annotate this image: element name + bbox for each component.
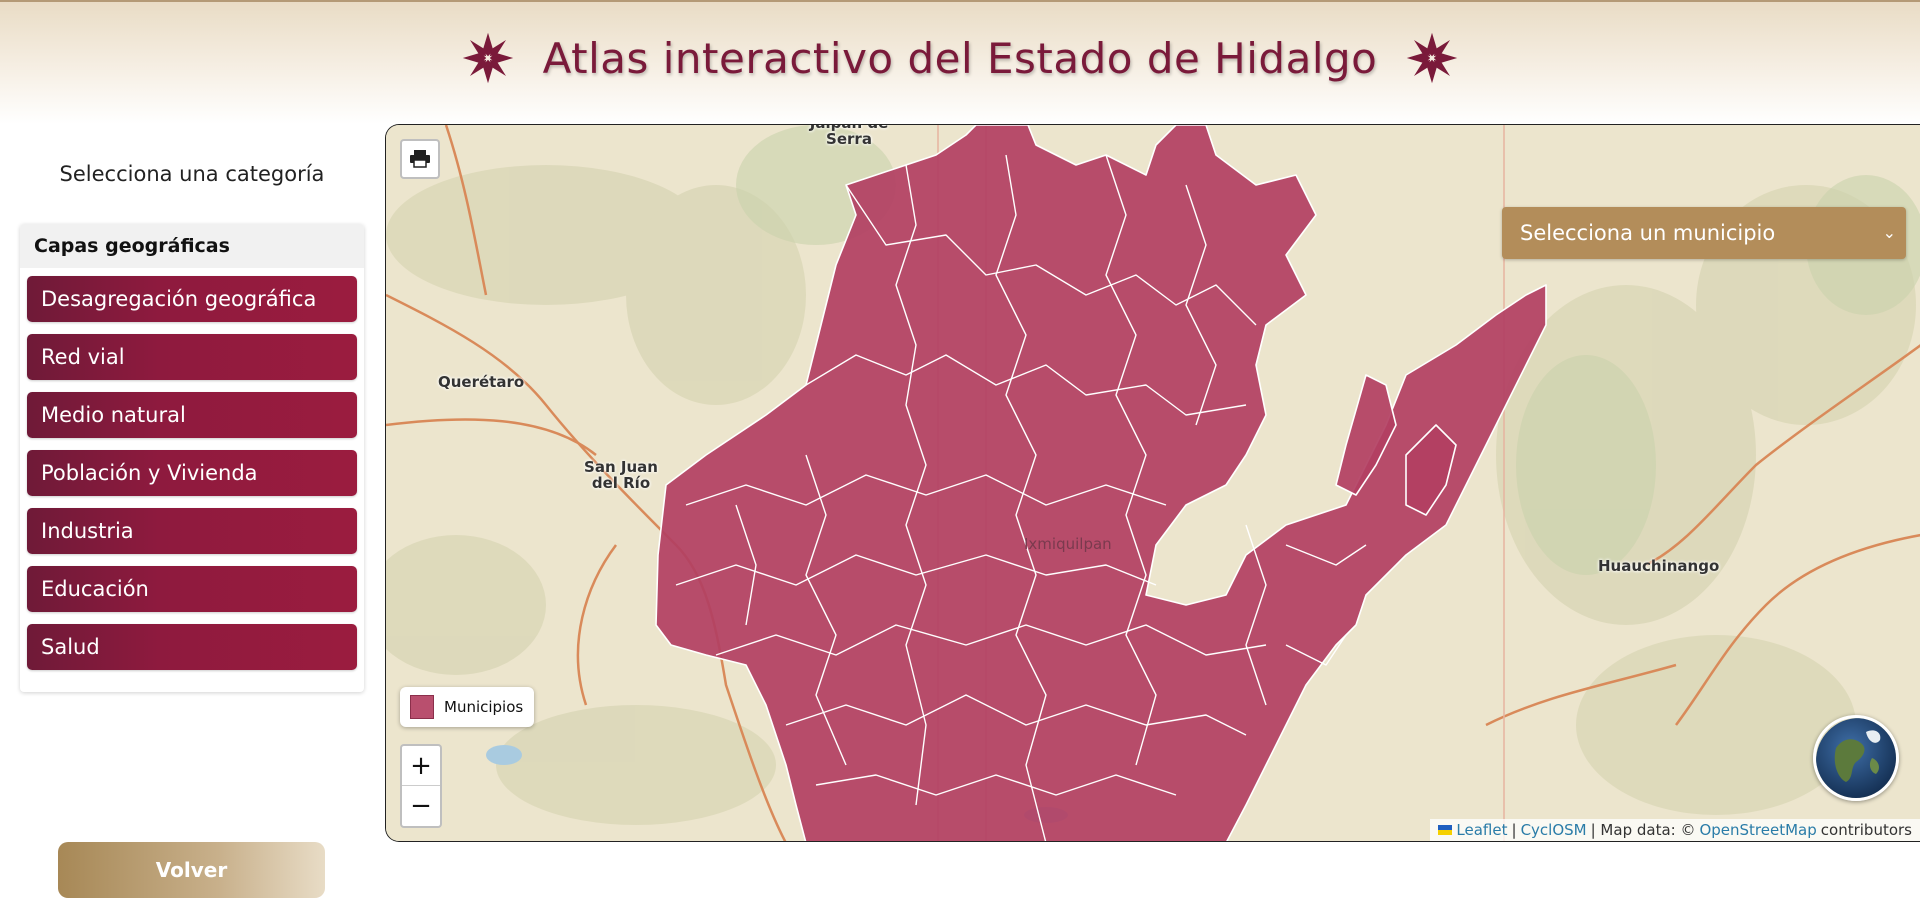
map-attribution: Leaflet | CyclOSM | Map data: © OpenStre… — [1430, 819, 1920, 841]
ornament-star-icon — [462, 32, 513, 84]
title-wrap: Atlas interactivo del Estado de Hidalgo — [0, 26, 1920, 90]
attribution-contributors: contributors — [1820, 821, 1912, 839]
zoom-control: + − — [400, 744, 442, 828]
category-button-educacion[interactable]: Educación — [27, 566, 357, 612]
zoom-in-button[interactable]: + — [402, 746, 440, 786]
place-label-ixmiquilpan: Ixmiquilpan — [1024, 535, 1112, 553]
category-button-poblacion[interactable]: Población y Vivienda — [27, 450, 357, 496]
chevron-down-icon: ⌄ — [1882, 223, 1896, 242]
print-icon — [410, 150, 430, 168]
place-label-huauchinango: Huauchinango — [1598, 557, 1720, 575]
basemap-switcher[interactable] — [1813, 715, 1899, 801]
leaflet-link[interactable]: Leaflet — [1456, 821, 1508, 839]
zoom-out-button[interactable]: − — [410, 791, 432, 821]
attribution-sep: | — [1511, 821, 1517, 839]
category-button-red-vial[interactable]: Red vial — [27, 334, 357, 380]
category-list: Desagregación geográfica Red vial Medio … — [20, 268, 364, 670]
legend-label: Municipios — [444, 698, 524, 716]
sidebar: Selecciona una categoría Capas geográfic… — [0, 124, 384, 897]
osm-link[interactable]: OpenStreetMap — [1699, 821, 1817, 839]
globe-icon — [1816, 718, 1896, 798]
panel-title[interactable]: Capas geográficas — [20, 224, 364, 268]
place-label-queretaro: Querétaro — [438, 373, 525, 391]
municipality-select-label: Selecciona un municipio — [1520, 221, 1776, 245]
page-header: Atlas interactivo del Estado de Hidalgo — [0, 0, 1920, 124]
category-button-medio-natural[interactable]: Medio natural — [27, 392, 357, 438]
ornament-star-icon — [1407, 32, 1458, 84]
place-label-san-juan: San Juan del Río — [584, 458, 658, 492]
municipality-layer — [655, 125, 1547, 841]
map-legend: Municipios — [400, 687, 534, 727]
back-button[interactable]: Volver — [58, 842, 325, 898]
category-button-salud[interactable]: Salud — [27, 624, 357, 670]
page-title: Atlas interactivo del Estado de Hidalgo — [542, 33, 1378, 83]
municipality-select[interactable]: Selecciona un municipio ⌄ — [1502, 207, 1906, 259]
sidebar-heading: Selecciona una categoría — [59, 162, 325, 186]
category-button-industria[interactable]: Industria — [27, 508, 357, 554]
ukraine-flag-icon — [1438, 825, 1453, 835]
print-button[interactable] — [400, 139, 440, 179]
cyclosm-link[interactable]: CyclOSM — [1520, 821, 1587, 839]
category-button-desagregacion[interactable]: Desagregación geográfica — [27, 276, 357, 322]
map-view[interactable]: Querétaro San Juan del Río Huauchinango … — [385, 124, 1920, 842]
attribution-mapdata: | Map data: © — [1590, 821, 1696, 839]
place-label-jalpan: Jalpan de Serra — [810, 125, 889, 148]
category-panel: Capas geográficas Desagregación geográfi… — [20, 224, 364, 692]
legend-swatch — [410, 695, 434, 719]
